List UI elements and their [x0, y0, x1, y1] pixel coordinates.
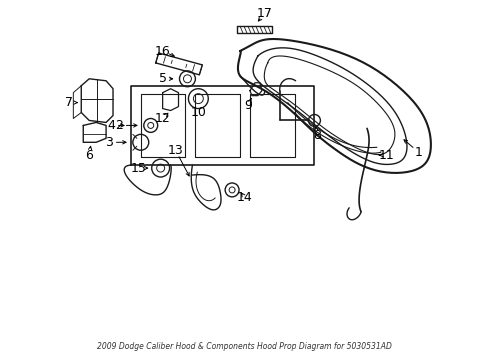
- Text: 16: 16: [154, 45, 170, 58]
- Text: 6: 6: [85, 149, 93, 162]
- Text: 13: 13: [167, 144, 183, 157]
- Text: 8: 8: [313, 129, 321, 142]
- Text: 15: 15: [131, 162, 146, 175]
- Text: 9: 9: [244, 99, 251, 112]
- Text: 1: 1: [414, 146, 422, 159]
- Text: 2009 Dodge Caliber Hood & Components Hood Prop Diagram for 5030531AD: 2009 Dodge Caliber Hood & Components Hoo…: [96, 342, 390, 351]
- Text: 3: 3: [105, 136, 113, 149]
- Text: 11: 11: [378, 149, 394, 162]
- Text: 10: 10: [190, 106, 206, 119]
- Text: 14: 14: [237, 192, 252, 204]
- Text: 2: 2: [115, 119, 122, 132]
- Text: 17: 17: [256, 7, 272, 20]
- Text: 5: 5: [158, 72, 166, 85]
- Text: 4: 4: [107, 119, 115, 132]
- Text: 12: 12: [154, 112, 170, 125]
- Text: 7: 7: [65, 96, 73, 109]
